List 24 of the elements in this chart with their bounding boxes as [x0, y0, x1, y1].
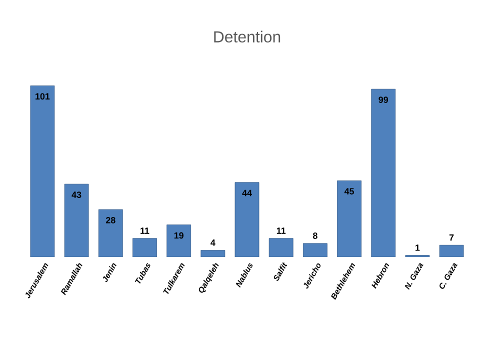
data-label: 11: [276, 228, 286, 234]
data-label: 43: [72, 192, 82, 198]
bar: [132, 238, 157, 257]
bar: [303, 243, 328, 257]
bar: [269, 238, 294, 257]
data-label: 45: [344, 188, 354, 194]
data-label: 7: [449, 234, 454, 241]
data-label: 101: [36, 93, 50, 100]
data-label: 1: [416, 244, 420, 251]
data-label: 99: [378, 96, 388, 103]
data-label: 28: [106, 217, 116, 224]
bar: [30, 86, 54, 257]
data-label: 19: [174, 232, 184, 239]
bar: [371, 89, 396, 257]
bar: [235, 182, 260, 257]
data-label: 4: [210, 240, 216, 246]
chart-title: Detention: [214, 30, 280, 42]
bar: [337, 180, 362, 257]
data-label: 11: [140, 228, 150, 234]
data-label: 8: [312, 232, 318, 239]
data-label: 44: [242, 190, 252, 196]
bar: [98, 210, 123, 257]
bar: [64, 184, 89, 257]
bar: [166, 224, 191, 257]
